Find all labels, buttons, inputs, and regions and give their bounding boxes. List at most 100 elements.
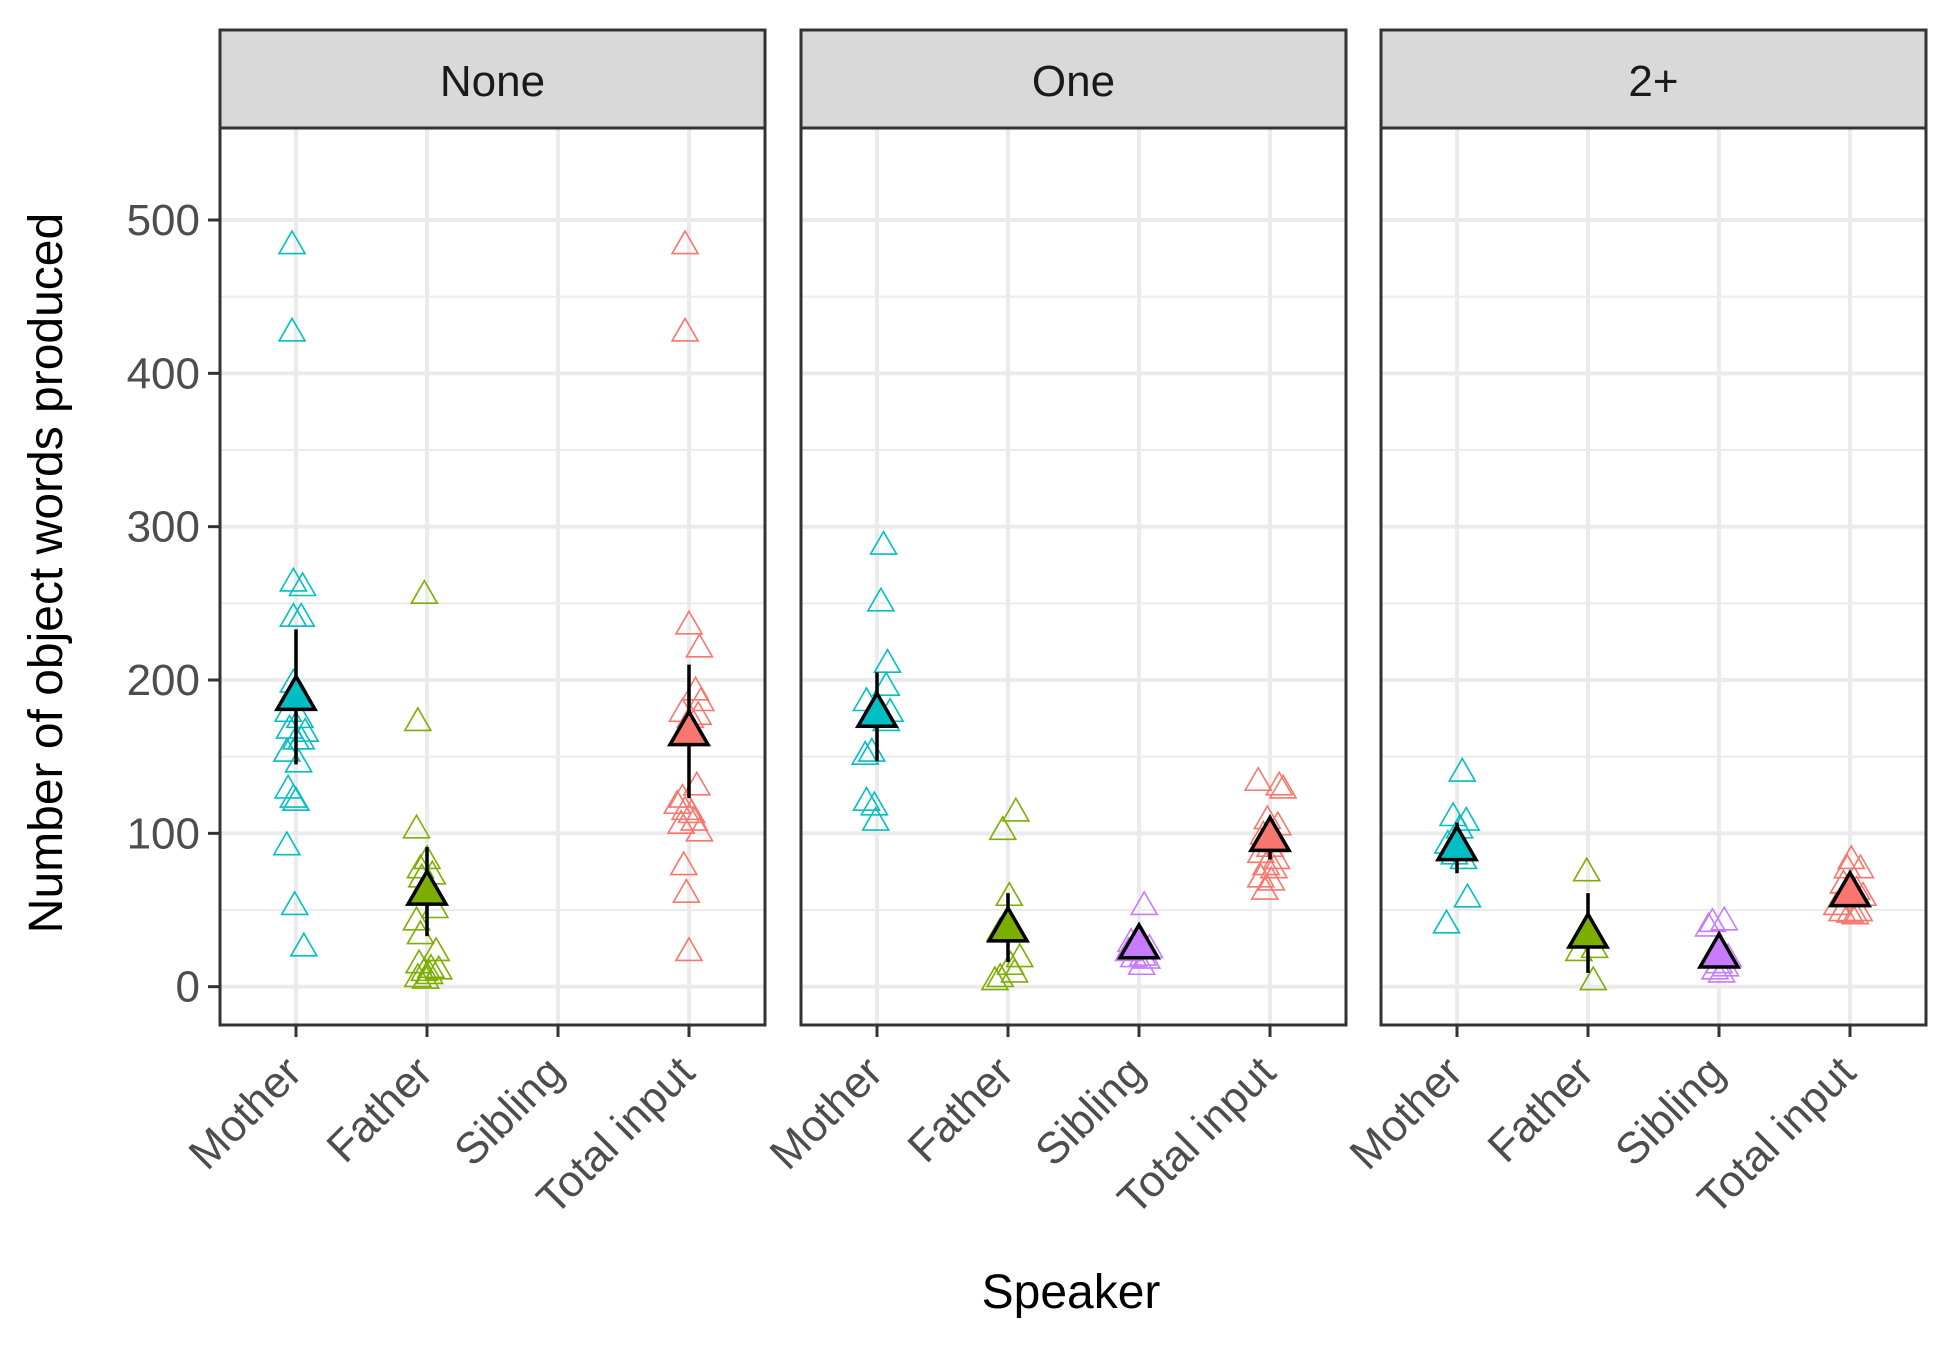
data-point-total-input	[1835, 897, 1865, 923]
data-point-mother	[272, 830, 302, 856]
data-point-father	[985, 962, 1015, 988]
data-point-total-input	[1268, 773, 1298, 799]
data-point-total-input	[1827, 896, 1857, 922]
data-point-mother	[869, 529, 898, 555]
mean-marker-sibling	[1116, 921, 1162, 960]
facet-strip	[218, 28, 767, 130]
data-point-father	[1578, 965, 1608, 991]
data-point-mother	[288, 571, 317, 597]
mean-marker-total-input	[1827, 869, 1873, 908]
y-tick-label: 200	[127, 656, 200, 705]
data-point-total-input	[1264, 770, 1294, 796]
data-point-mother	[866, 586, 896, 612]
mean-marker-father	[404, 867, 450, 906]
facet-strip-label: None	[440, 57, 545, 106]
data-point-father	[409, 579, 439, 604]
mean-marker-father	[985, 904, 1031, 943]
data-point-father	[403, 706, 433, 732]
data-point-father	[424, 954, 454, 980]
facet-strip	[799, 28, 1348, 130]
facet-strip	[1379, 28, 1928, 130]
facet-strip-label: 2+	[1628, 57, 1678, 106]
data-point-sibling	[1709, 905, 1739, 931]
data-point-father	[403, 962, 433, 988]
data-point-total-input	[1846, 853, 1875, 879]
panel-background	[220, 128, 765, 1025]
data-point-total-input	[670, 795, 700, 821]
data-point-total-input	[1243, 766, 1273, 792]
y-tick-label: 400	[127, 349, 200, 398]
data-point-sibling	[1129, 890, 1159, 916]
y-tick-label: 100	[127, 809, 200, 858]
data-point-total-input	[1250, 874, 1280, 900]
data-point-father	[1001, 796, 1031, 822]
data-point-father	[1000, 957, 1029, 983]
data-point-mother	[284, 747, 314, 773]
data-point-mother	[1451, 805, 1481, 831]
x-axis-title: Speaker	[982, 1266, 1161, 1319]
data-point-mother	[852, 786, 881, 811]
data-point-father	[980, 965, 1010, 991]
data-point-total-input	[662, 789, 692, 815]
data-point-total-input	[670, 229, 700, 255]
data-point-mother	[861, 805, 891, 831]
data-point-mother	[1432, 908, 1461, 934]
mean-marker-total-input	[666, 708, 712, 747]
data-point-mother	[871, 671, 901, 696]
data-point-father	[1564, 936, 1594, 962]
data-point-total-input	[671, 878, 701, 903]
mean-marker-mother	[273, 672, 319, 712]
data-point-mother	[1447, 756, 1477, 782]
mean-marker-total-input	[1247, 814, 1293, 853]
data-point-mother	[289, 931, 319, 957]
data-point-father	[988, 815, 1018, 841]
data-point-mother	[277, 229, 307, 255]
data-point-mother	[859, 790, 889, 816]
data-point-total-input	[1844, 896, 1874, 922]
data-point-mother	[281, 786, 311, 811]
data-point-total-input	[674, 609, 704, 635]
data-point-sibling	[1127, 950, 1157, 976]
data-point-total-input	[679, 805, 709, 831]
facet-strip-label: One	[1032, 57, 1115, 106]
y-axis-title: Number of object words produced	[20, 213, 73, 933]
data-point-total-input	[686, 686, 716, 712]
data-point-father	[415, 959, 445, 985]
y-tick-label: 500	[127, 196, 200, 245]
data-point-total-input	[1840, 899, 1870, 925]
data-point-mother	[1453, 882, 1482, 908]
data-point-mother	[277, 316, 307, 342]
data-point-total-input	[666, 809, 696, 834]
data-point-total-input	[674, 936, 704, 962]
mean-marker-sibling	[1696, 930, 1742, 969]
mean-marker-mother	[854, 689, 900, 728]
data-point-total-input	[669, 850, 699, 876]
y-tick-label: 0	[176, 963, 200, 1012]
data-point-sibling	[1694, 911, 1723, 937]
data-point-total-input	[685, 816, 714, 842]
data-point-total-input	[677, 798, 707, 824]
data-point-mother	[850, 740, 880, 765]
mean-marker-mother	[1434, 823, 1480, 862]
y-axis: 0 100 200 300 400 500	[127, 196, 220, 1012]
y-tick-label: 300	[127, 503, 200, 552]
data-point-total-input	[1836, 844, 1866, 870]
data-point-father	[1572, 856, 1602, 882]
data-point-father	[402, 813, 431, 839]
data-point-mother	[280, 890, 310, 916]
data-point-father	[416, 953, 446, 979]
data-point-mother	[278, 566, 308, 592]
data-point-total-input	[1259, 853, 1289, 879]
data-point-total-input	[1256, 865, 1286, 891]
data-point-total-input	[685, 632, 714, 658]
mean-marker-father	[1565, 910, 1611, 949]
data-point-sibling	[1698, 907, 1727, 933]
data-point-mother	[272, 736, 302, 762]
data-point-total-input	[670, 316, 700, 342]
data-point-father	[402, 905, 431, 931]
data-point-mother	[286, 602, 316, 627]
data-point-father	[411, 963, 441, 989]
data-point-mother	[873, 648, 902, 673]
